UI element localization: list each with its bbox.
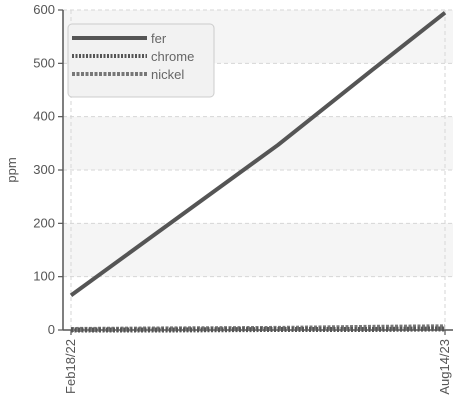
legend-label-chrome: chrome — [151, 49, 194, 64]
y-axis-title: ppm — [4, 157, 19, 182]
y-tick-label: 0 — [48, 322, 55, 337]
series-lines — [69, 11, 447, 333]
plot-band — [63, 223, 453, 277]
y-tick-label: 400 — [33, 109, 55, 124]
series-line-fer — [69, 11, 447, 297]
y-ticks: 0 100 200 300 400 500 600 — [33, 2, 63, 337]
x-tick-label: Feb18/22 — [63, 339, 78, 394]
legend: fer chrome nickel — [67, 23, 215, 98]
legend-box — [67, 23, 215, 98]
legend-label-nickel: nickel — [151, 67, 184, 82]
y-tick-label: 200 — [33, 215, 55, 230]
x-tick-label: Aug14/23 — [437, 339, 452, 395]
y-tick-label: 300 — [33, 162, 55, 177]
x-ticks: Feb18/22 Aug14/23 — [63, 330, 452, 395]
y-tick-label: 100 — [33, 269, 55, 284]
legend-label-fer: fer — [151, 31, 167, 46]
series-line-chrome — [71, 326, 446, 333]
plot-band — [63, 116, 453, 170]
y-tick-label: 600 — [33, 2, 55, 17]
y-tick-label: 500 — [33, 55, 55, 70]
